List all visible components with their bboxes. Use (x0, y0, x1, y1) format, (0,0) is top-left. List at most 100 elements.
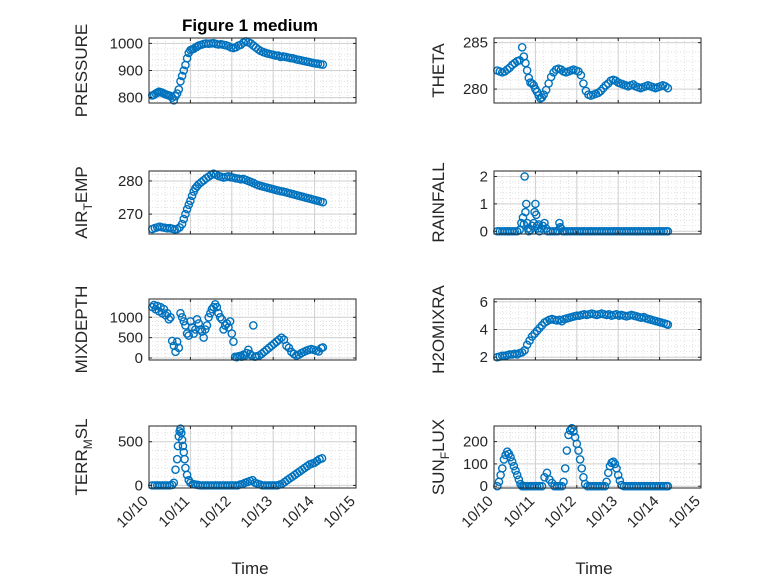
data-point (171, 465, 180, 474)
axes-box (493, 425, 702, 489)
data-point (613, 470, 623, 480)
data-series (493, 309, 673, 362)
data-point (577, 464, 587, 473)
data-point (176, 77, 185, 86)
data-point (179, 214, 189, 224)
data-point (177, 312, 187, 322)
data-point (174, 343, 184, 353)
data-point (184, 200, 194, 210)
y-tick-label: 100 (463, 456, 488, 473)
data-point (178, 441, 188, 451)
data-point (559, 477, 568, 487)
data-point (601, 81, 611, 90)
data-point (194, 319, 203, 328)
data-point (179, 66, 189, 75)
data-point (522, 340, 532, 350)
data-point (557, 481, 567, 491)
data-point (517, 348, 527, 357)
data-point (506, 452, 515, 462)
y-tick-label: 500 (118, 330, 143, 347)
data-point (318, 60, 328, 69)
data-point (192, 315, 202, 324)
axes-box (148, 170, 357, 235)
x-tick-label: 10/12 (541, 493, 580, 532)
data-point (540, 472, 549, 482)
tick-marks (493, 171, 702, 234)
y-tick-label: 1 (480, 196, 488, 213)
data-point (600, 481, 610, 491)
data-point (521, 207, 530, 217)
data-point (202, 321, 212, 330)
data-series (148, 36, 328, 105)
data-point (521, 199, 531, 209)
data-point (196, 325, 205, 334)
y-tick-label: 6 (480, 294, 488, 311)
tick-marks (148, 38, 357, 103)
data-point (537, 481, 547, 491)
y-tick-label: 500 (118, 434, 143, 451)
data-point (180, 454, 189, 464)
y-tick-label: 0 (480, 478, 488, 495)
panel-mixdepth: 0 500 1000 MIXDEPTH (72, 286, 357, 373)
axes-box (493, 170, 702, 235)
data-point (575, 455, 585, 464)
data-point (602, 477, 611, 487)
data-point (277, 333, 286, 342)
data-series (148, 424, 327, 490)
y-axis-label: THETA (429, 43, 448, 98)
panel-terr_msl: 0 500 10/10 10/11 10/12 10/13 10/14 10/15 TERRMS… (72, 418, 359, 531)
data-point (172, 89, 182, 98)
tick-marks (493, 299, 702, 360)
panel-h2omixra: 2 4 6 H2OMIXRA (429, 284, 702, 374)
data-point (282, 341, 291, 351)
data-point (548, 226, 558, 236)
data-point (318, 197, 328, 207)
data-point (608, 457, 618, 466)
data-point (663, 481, 673, 491)
data-point (166, 312, 175, 322)
data-point (169, 478, 179, 488)
data-point (576, 70, 586, 80)
data-point (274, 335, 284, 344)
data-series (493, 423, 673, 491)
data-point (173, 441, 183, 451)
data-point (663, 226, 673, 236)
y-tick-label: 0 (480, 223, 488, 240)
panel-air_temp: 270 280 AIRTEMP (72, 166, 357, 239)
data-point (172, 337, 182, 347)
y-axis-label: SUNFLUX (429, 419, 452, 495)
y-tick-label: 4 (480, 322, 488, 339)
panel-theta: 280 285 THETA (429, 35, 702, 104)
data-point (249, 321, 258, 330)
data-point (177, 71, 187, 81)
data-point (555, 218, 564, 228)
data-point (177, 435, 187, 445)
data-point (227, 329, 237, 338)
data-point (177, 219, 187, 229)
x-tick-label: 10/10 (458, 493, 497, 532)
y-tick-label: 200 (463, 434, 488, 451)
data-point (560, 464, 570, 473)
y-tick-label: 280 (118, 173, 143, 190)
data-point (212, 302, 222, 312)
data-point (174, 85, 184, 94)
data-point (661, 81, 670, 91)
x-axis-label-right: Time (575, 559, 612, 578)
y-tick-label: 2 (480, 168, 488, 185)
data-point (514, 475, 524, 484)
tick-marks (148, 299, 357, 360)
data-point (532, 481, 542, 491)
data-point (182, 54, 192, 63)
plot-area (494, 426, 701, 488)
data-point (540, 218, 549, 228)
data-point (546, 72, 556, 82)
y-tick-label: 1000 (110, 309, 143, 326)
x-tick-label: 10/13 (237, 493, 276, 532)
tick-marks (148, 171, 357, 234)
data-point (187, 191, 197, 201)
x-tick-label: 10/14 (279, 493, 318, 532)
tick-marks (493, 426, 702, 488)
data-point (204, 312, 213, 322)
